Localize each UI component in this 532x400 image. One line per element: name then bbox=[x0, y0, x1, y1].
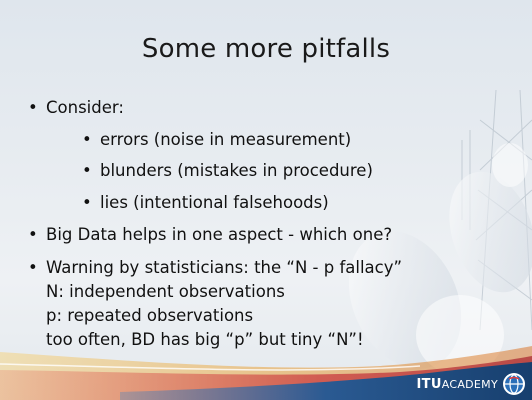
sub-bullet-item: errors (noise in measurement) bbox=[82, 130, 351, 150]
brand-itu-text: ITU bbox=[416, 377, 442, 392]
bullet-item: Consider: bbox=[28, 98, 124, 118]
continuation-line: N: independent observations bbox=[46, 282, 285, 301]
sub-bullet-item: blunders (mistakes in procedure) bbox=[82, 161, 373, 181]
continuation-line: p: repeated observations bbox=[46, 306, 254, 325]
itu-academy-brand: ITUACADEMY bbox=[417, 377, 498, 392]
slide-title: Some more pitfalls bbox=[141, 34, 391, 64]
bullet-item: Big Data helps in one aspect - which one… bbox=[28, 225, 392, 245]
continuation-line: too often, BD has big “p” but tiny “N”! bbox=[46, 330, 364, 349]
itu-globe-icon bbox=[503, 373, 525, 395]
sub-bullet-item: lies (intentional falsehoods) bbox=[82, 193, 329, 213]
brand-academy-text: ACADEMY bbox=[441, 378, 498, 391]
bullet-item: Warning by statisticians: the “N - p fal… bbox=[28, 258, 402, 278]
